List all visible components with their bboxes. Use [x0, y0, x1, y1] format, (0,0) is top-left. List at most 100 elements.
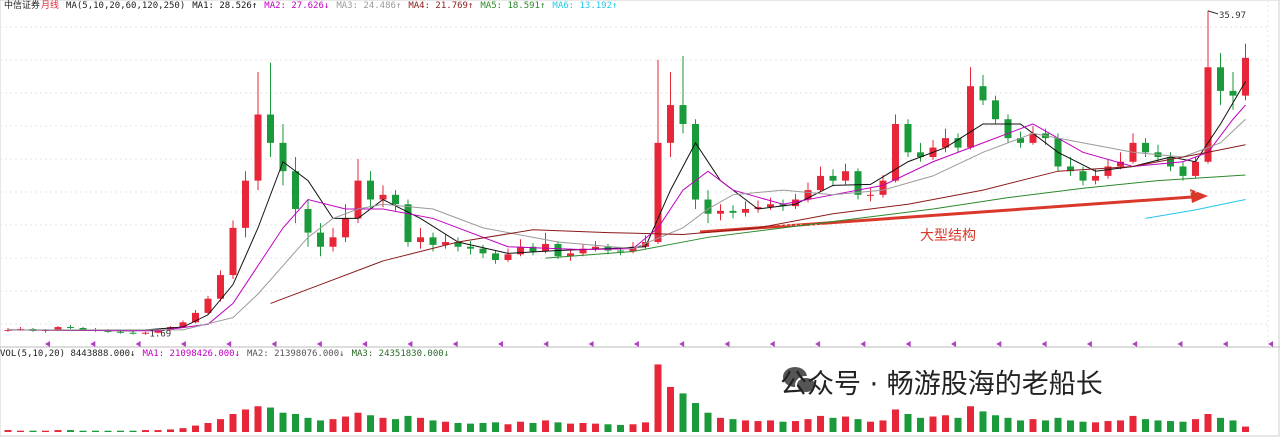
candle-body — [817, 175, 824, 191]
candle-body — [142, 332, 149, 334]
candle-body — [1217, 67, 1224, 91]
candle-body — [754, 207, 762, 209]
candle-body — [1142, 142, 1149, 153]
candle-body — [1092, 175, 1099, 181]
candle-body — [504, 254, 512, 260]
ma-line — [545, 174, 1246, 259]
time-marker — [498, 341, 503, 347]
volume-bar — [654, 364, 662, 432]
max-label: 35.97 — [1219, 11, 1246, 21]
candle-body — [1167, 157, 1174, 167]
period: 月线 — [41, 1, 60, 11]
volume-bar — [242, 409, 249, 432]
candle-body — [267, 114, 274, 143]
volume-bar — [504, 424, 512, 432]
volume-bar — [1092, 422, 1099, 432]
time-marker — [633, 341, 639, 347]
volume-bar — [954, 417, 962, 432]
candle-body — [667, 105, 674, 143]
volume-bar — [579, 422, 587, 432]
arrow-head — [1190, 189, 1208, 203]
volume-bar — [217, 419, 224, 432]
ma-labels: MA1: 28.526↑ MA2: 27.626↓ MA3: 24.486↑ MA4:… — [192, 1, 624, 11]
volume-bar — [229, 413, 237, 432]
volume-bar — [129, 430, 137, 432]
volume-bar — [367, 415, 374, 432]
ma-line — [8, 118, 1246, 331]
volume-bar — [704, 412, 712, 432]
volume-bar — [1004, 417, 1012, 432]
candle-body — [767, 204, 774, 208]
ma-line — [7, 81, 1246, 332]
candle-body — [904, 123, 912, 153]
volume-bar — [692, 403, 699, 432]
time-marker — [724, 341, 730, 347]
candle-body — [1242, 57, 1249, 96]
volume-bar — [1042, 420, 1049, 432]
candle-body — [392, 194, 399, 205]
volume-bar — [404, 415, 412, 432]
annotation: 大型结构 — [920, 228, 976, 244]
candle-body — [917, 152, 924, 158]
volume-bar — [567, 423, 574, 432]
candle-body — [492, 253, 499, 260]
candle-body — [354, 180, 362, 219]
volume-bar — [354, 412, 362, 432]
volume-bar — [1129, 415, 1137, 432]
ma-label: MA6: 13.192↑ — [552, 1, 618, 11]
volume-bar — [542, 420, 549, 432]
volume-bar — [992, 415, 999, 432]
time-marker — [180, 341, 186, 347]
candle-body — [329, 237, 337, 247]
candle-body — [854, 171, 862, 195]
volume-bar — [179, 428, 187, 432]
volume-bar — [42, 430, 49, 432]
candle-body — [692, 123, 699, 200]
volume-bar — [117, 430, 124, 432]
candle-body — [842, 171, 849, 181]
candle-body — [717, 210, 724, 214]
volume-bar — [592, 423, 599, 432]
ma-label: MA3: 24.486↑ — [336, 1, 402, 11]
volume-bar — [1104, 421, 1112, 432]
volume-bar — [792, 421, 799, 432]
volume-bar — [917, 417, 924, 432]
max-leader — [1207, 10, 1219, 15]
volume-bar — [1079, 421, 1087, 432]
time-marker — [951, 341, 956, 347]
min-label: 1.69 — [150, 330, 172, 340]
volume-bar — [804, 419, 812, 432]
volume-bar — [92, 430, 99, 432]
time-marker — [226, 341, 232, 347]
candle-body — [642, 242, 649, 247]
volume-bar — [379, 417, 387, 432]
volume-bar — [192, 425, 199, 432]
volume-bar — [617, 424, 624, 432]
volume-bar — [817, 415, 824, 432]
time-marker — [90, 341, 96, 347]
time-marker — [588, 341, 594, 347]
volume-bar — [467, 423, 474, 432]
candle-body — [129, 332, 137, 334]
candle-body — [1192, 161, 1199, 176]
candle-body — [529, 246, 537, 252]
candle-body — [892, 123, 899, 181]
candle-body — [79, 327, 87, 330]
volume-bar — [429, 420, 437, 432]
volume-bar — [1117, 420, 1124, 432]
volume-bar — [879, 420, 887, 432]
candle-body — [992, 100, 999, 120]
volume-bar — [1054, 417, 1062, 432]
price-header: 中信证券月线 MA(5,10,20,60,120,250) MA1: 28.526↑… — [4, 1, 631, 11]
candle-body — [967, 86, 974, 148]
ma-line — [270, 144, 1246, 304]
candle-body — [742, 208, 749, 213]
candle-body — [192, 312, 199, 323]
time-marker — [860, 341, 866, 347]
volume-bar — [979, 411, 987, 432]
time-marker — [1086, 341, 1092, 347]
volume-bar — [342, 416, 349, 432]
time-marker — [1132, 341, 1138, 347]
volume-bar — [1217, 417, 1224, 432]
time-marker — [679, 341, 685, 347]
